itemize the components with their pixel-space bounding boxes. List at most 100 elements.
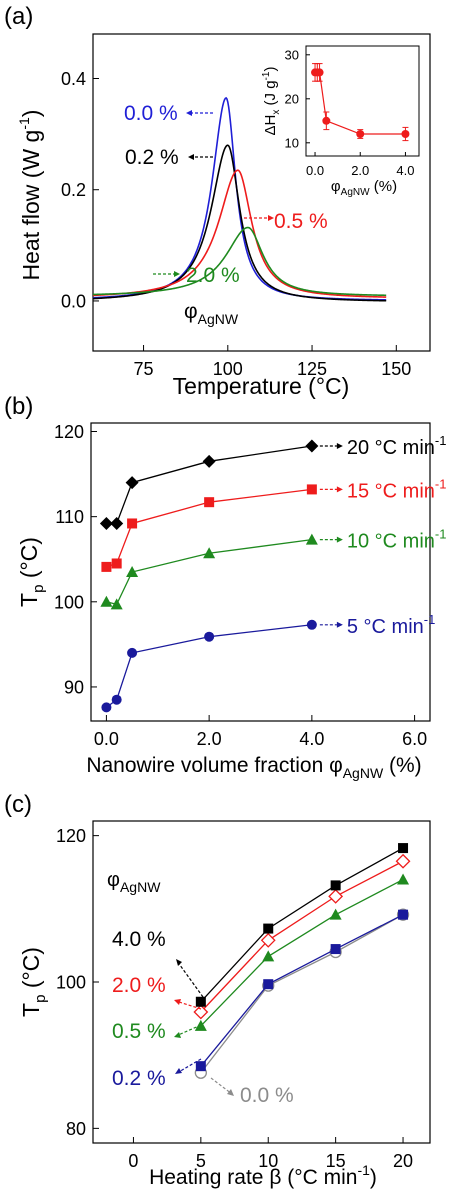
inset-y-axis-label: ΔHx (J g-1) bbox=[261, 67, 282, 136]
y-tick-label: 80 bbox=[66, 1119, 86, 1139]
y-tick-label: 20 bbox=[285, 91, 299, 106]
arrow-head-icon bbox=[174, 1032, 181, 1038]
panel-c-legend-title: φAgNW bbox=[107, 869, 161, 895]
panel-a-letter: (a) bbox=[4, 3, 33, 30]
data-point bbox=[111, 558, 122, 569]
panel-a-y-axis: 0.0 0.2 0.4 bbox=[61, 69, 99, 311]
data-point bbox=[110, 516, 124, 530]
panel-c-legend-0.0: 0.0 % bbox=[210, 1077, 294, 1107]
x-tick-label: 2.0 bbox=[197, 729, 222, 749]
data-point bbox=[329, 908, 342, 920]
heat-flow-curve-2.0 bbox=[92, 226, 387, 297]
y-tick-label: 120 bbox=[56, 826, 86, 846]
panel-b-x-axis-label: Nanowire volume fraction φAgNW (%) bbox=[86, 754, 421, 781]
x-tick-label: 6.0 bbox=[402, 729, 427, 749]
data-point bbox=[100, 595, 113, 607]
panel-a-frame bbox=[92, 33, 431, 352]
inset-data bbox=[311, 63, 410, 142]
panel-b-y-axis: 90 100 110 120 bbox=[54, 422, 97, 697]
y-tick-label: 0.0 bbox=[61, 291, 86, 311]
panel-c-letter: (c) bbox=[4, 791, 32, 818]
data-point bbox=[110, 598, 123, 610]
series-label: 2.0 % bbox=[186, 264, 240, 287]
data-point bbox=[315, 68, 324, 77]
panel-a-curves bbox=[92, 96, 387, 302]
panel-c-legend-4.0: 4.0 % bbox=[112, 928, 204, 998]
data-point bbox=[127, 518, 138, 529]
heat-flow-curve-0.5 bbox=[92, 169, 387, 298]
x-tick-label: 125 bbox=[297, 359, 327, 379]
dashed-arrow bbox=[176, 960, 204, 998]
data-point bbox=[328, 888, 344, 904]
arrow-head-icon bbox=[186, 110, 192, 116]
y-tick-label: 10 bbox=[285, 135, 299, 150]
y-tick-label: 100 bbox=[54, 592, 84, 612]
series-label: 10 °C min-1 bbox=[347, 527, 447, 553]
heat-flow-curve-0.2 bbox=[92, 144, 387, 302]
panel-a-series-label-0.2: 0.2 % bbox=[125, 146, 213, 169]
x-tick-label: 0.0 bbox=[306, 163, 324, 178]
x-tick-label: 10 bbox=[258, 1151, 278, 1171]
series-label: 15 °C min-1 bbox=[347, 476, 447, 502]
data-point bbox=[322, 116, 331, 125]
y-tick-label: 110 bbox=[55, 507, 84, 527]
data-point bbox=[204, 497, 215, 508]
x-tick-label: 5 bbox=[196, 1151, 206, 1171]
arrow-head-icon bbox=[336, 536, 343, 543]
data-point bbox=[330, 944, 341, 955]
legend-label: 0.2 % bbox=[112, 1067, 166, 1090]
panel-a-series-label-2.0: 2.0 % bbox=[153, 264, 240, 287]
panel-c-y-axis: 80 100 120 bbox=[56, 826, 99, 1139]
y-tick-label: 90 bbox=[64, 677, 84, 697]
series-label: 5 °C min-1 bbox=[347, 612, 435, 638]
arrow-head-icon bbox=[176, 959, 182, 966]
series-label: 0.0 % bbox=[124, 102, 178, 125]
x-tick-label: 0 bbox=[128, 1151, 138, 1171]
panel-b-y-axis-label: Tp (°C) bbox=[16, 537, 47, 607]
dashed-arrow bbox=[175, 1024, 202, 1037]
panel-b: (b) 90 100 110 120 0.0 2.0 4.0 6.0 20 °C min-1… bbox=[4, 393, 446, 781]
arrow-head-icon bbox=[188, 154, 194, 160]
panel-c-legend-0.5: 0.5 % bbox=[112, 1020, 202, 1043]
data-point bbox=[395, 853, 411, 869]
inset-frame bbox=[305, 45, 420, 157]
series-line bbox=[200, 914, 404, 1067]
data-point bbox=[195, 996, 206, 1007]
arrow-head-icon bbox=[175, 1068, 182, 1074]
x-tick-label: 4.0 bbox=[396, 163, 414, 178]
panel-a-inset: 0.0 2.0 4.0 10 20 30 ΔHx (J g-1) φAgNW (%) bbox=[261, 45, 420, 198]
arrow-head-icon bbox=[336, 442, 343, 449]
x-tick-label: 100 bbox=[213, 359, 243, 379]
data-point bbox=[263, 923, 274, 934]
data-point bbox=[99, 516, 113, 530]
data-point bbox=[330, 880, 341, 891]
panel-a-x-axis-label: Temperature (°C) bbox=[173, 373, 350, 399]
data-point bbox=[306, 619, 317, 630]
data-point bbox=[398, 843, 409, 854]
x-tick-label: 15 bbox=[326, 1151, 346, 1171]
legend-label: 4.0 % bbox=[112, 928, 166, 951]
panel-b-series-labels: 20 °C min-1 15 °C min-1 10 °C min-1 5 °C mi… bbox=[319, 433, 447, 638]
data-point bbox=[397, 873, 410, 885]
arrow-head-icon bbox=[227, 1089, 234, 1096]
data-point bbox=[263, 979, 274, 990]
panel-a-series-label-0.0: 0.0 % bbox=[124, 102, 213, 125]
panel-b-data bbox=[99, 439, 319, 713]
legend-label: 0.0 % bbox=[240, 1084, 294, 1107]
x-tick-label: 0.0 bbox=[94, 729, 119, 749]
dashed-arrow bbox=[175, 1000, 202, 1010]
arrow-head-icon bbox=[174, 271, 180, 277]
data-point bbox=[262, 950, 275, 962]
arrow-head-icon bbox=[268, 215, 274, 221]
data-point bbox=[127, 647, 138, 658]
inset-x-axis-label: φAgNW (%) bbox=[331, 178, 397, 198]
series-line bbox=[200, 847, 404, 1003]
x-tick-label: 20 bbox=[393, 1151, 413, 1171]
data-point bbox=[356, 130, 365, 138]
arrow-head-icon bbox=[336, 621, 343, 628]
series-label: 20 °C min-1 bbox=[347, 433, 447, 459]
arrow-head-icon bbox=[174, 999, 181, 1005]
panel-b-frame bbox=[90, 422, 431, 722]
x-tick-label: 150 bbox=[381, 359, 411, 379]
